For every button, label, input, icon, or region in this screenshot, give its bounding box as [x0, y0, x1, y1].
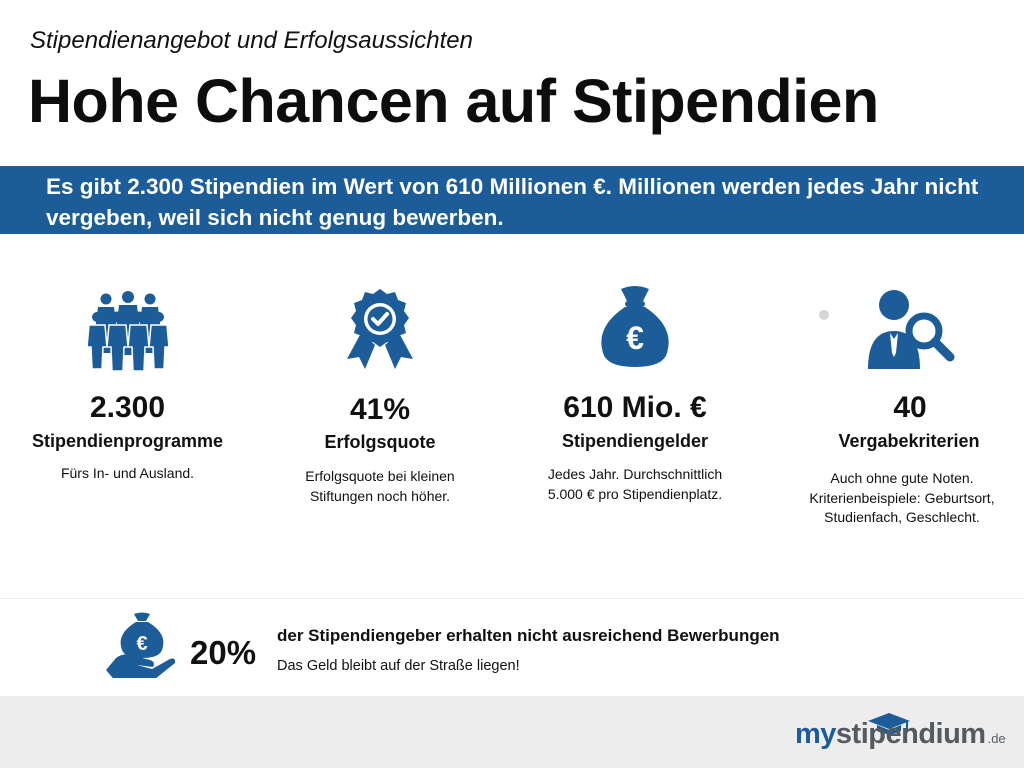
svg-text:€: € [626, 320, 644, 356]
graduation-cap-icon [868, 713, 910, 734]
bottom-headline: der Stipendiengeber erhalten nicht ausre… [277, 626, 780, 645]
stat-success-rate: 41% Erfolgsquote Erfolgsquote bei kleine… [290, 285, 470, 505]
stat-criteria: 40 Vergabekriterien Auch ohne gute Noten… [800, 285, 1000, 555]
stat-label: Erfolgsquote [324, 432, 436, 452]
svg-text:€: € [136, 633, 147, 655]
stat-value: 41% [349, 393, 411, 426]
stat-description: Auch ohne gute Noten. Kriterienbeispiele… [809, 470, 995, 525]
bottom-subtext: Das Geld bleibt auf der Straße liegen! [277, 658, 520, 674]
info-banner [0, 166, 1024, 234]
stat-value: 40 [893, 391, 927, 424]
brand-logo[interactable]: mystipendium .de [795, 718, 1006, 751]
money-bag-euro-icon: € [601, 286, 669, 367]
stat-description: Fürs In- und Ausland. [60, 465, 195, 481]
stat-value: 610 Mio. € [563, 391, 707, 424]
footer [0, 696, 1024, 768]
stat-description: Jedes Jahr. Durchschnittlich 5.000 € pro… [547, 466, 723, 502]
section-divider [0, 598, 1024, 599]
logo-my: my [795, 718, 836, 750]
decorative-dot [819, 310, 829, 320]
stat-label: Vergabekriterien [838, 431, 980, 451]
stat-value: 2.300 [89, 391, 166, 424]
page-title: Hohe Chancen auf Stipendien [28, 67, 879, 135]
logo-tld: .de [987, 731, 1006, 746]
bottom-percentage: 20% [190, 634, 257, 671]
stat-programmes: 2.300 Stipendienprogramme Fürs In- und A… [10, 285, 245, 485]
people-group-icon [85, 291, 170, 372]
award-badge-icon [347, 289, 413, 369]
stat-funds: € 610 Mio. € Stipendiengelder Jedes Jahr… [530, 285, 740, 505]
person-search-icon [868, 290, 955, 369]
hand-money-bag-icon: € [106, 612, 176, 678]
stat-label: Stipendienprogramme [31, 431, 224, 451]
logo-stipendium: stipendium [835, 718, 986, 750]
banner-text: Es gibt 2.300 Stipendien im Wert von 610… [46, 174, 979, 230]
stat-label: Stipendiengelder [561, 431, 709, 451]
subtitle: Stipendienangebot und Erfolgsaussichten [30, 27, 473, 54]
stat-description: Erfolgsquote bei kleinen Stiftungen noch… [305, 468, 455, 504]
